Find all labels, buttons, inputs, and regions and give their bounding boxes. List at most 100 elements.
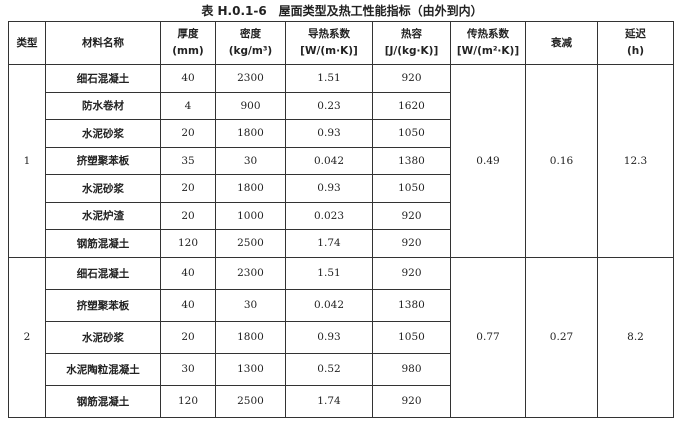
table-cell: 水泥砂浆 <box>45 119 161 148</box>
column-header: 材料名称 <box>45 21 161 65</box>
table-row: 水泥陶粒混凝土 30 1300 0.52 980 <box>9 352 674 386</box>
table-cell: 1800 <box>215 320 286 354</box>
table-cell: 水泥砂浆 <box>45 174 161 203</box>
header-text: 导热系数 <box>308 28 350 40</box>
table-cell: 钢筋混凝土 <box>45 229 161 258</box>
table-cell: 1.51 <box>285 64 373 93</box>
column-header: 热容 [J/(kg·K)] <box>372 21 451 65</box>
table-cell: 2 <box>8 256 46 418</box>
table-row: 水泥砂浆 20 1800 0.93 1050 <box>9 320 674 354</box>
table-cell: 防水卷材 <box>45 91 161 120</box>
header-text: (mm) <box>172 45 204 57</box>
table-cell: 2300 <box>215 64 286 93</box>
table-cell: 0.93 <box>285 119 373 148</box>
table-cell: 0.042 <box>285 146 373 175</box>
table-cell: 2500 <box>215 384 286 418</box>
table-cell: 35 <box>160 146 216 175</box>
table-cell: 920 <box>372 229 451 258</box>
table-cell: 40 <box>160 64 216 93</box>
column-header: 延迟 (h) <box>597 21 674 65</box>
table-cell: 120 <box>160 384 216 418</box>
table-cell: 20 <box>160 201 216 230</box>
header-text: 衰减 <box>551 36 572 49</box>
table-cell: 8.2 <box>597 256 674 418</box>
table-cell: 12.3 <box>597 64 674 258</box>
header-text: 传热系数 <box>467 28 509 40</box>
table-cell: 1.74 <box>285 229 373 258</box>
table-cell: 0.93 <box>285 174 373 203</box>
table-cell: 40 <box>160 256 216 290</box>
table-cell: 20 <box>160 174 216 203</box>
table-cell: 1050 <box>372 119 451 148</box>
table-row: 1 细石混凝土 40 2300 1.51 920 0.49 0.16 12.3 <box>8 64 674 258</box>
header-text: 类型 <box>16 36 38 49</box>
table-cell: 细石混凝土 <box>45 256 161 290</box>
table-cell: 30 <box>160 352 216 386</box>
table-cell: 920 <box>372 256 451 290</box>
table-row: 2 细石混凝土 40 2300 1.51 920 0.77 0.27 8.2 <box>8 256 674 418</box>
table-cell: 0.77 <box>450 256 526 418</box>
table-cell: 1000 <box>215 201 286 230</box>
table-cell: 1380 <box>372 288 451 322</box>
table-cell: 980 <box>372 352 451 386</box>
table-row: 水泥砂浆 20 1800 0.93 1050 <box>9 174 674 203</box>
header-text: 材料名称 <box>82 36 124 49</box>
table-row: 水泥砂浆 20 1800 0.93 1050 <box>9 119 674 148</box>
table-cell: 0.93 <box>285 320 373 354</box>
header-text: 厚度 <box>177 28 199 40</box>
table-cell: 30 <box>215 288 286 322</box>
table-cell: 1.51 <box>285 256 373 290</box>
table-cell: 920 <box>372 64 451 93</box>
header-text: [J/(kg·K)] <box>384 45 439 57</box>
column-header: 衰减 <box>525 21 598 65</box>
table-cell: 0.52 <box>285 352 373 386</box>
table-cell: 920 <box>372 384 451 418</box>
roof-thermal-table: 类型 材料名称 厚度 (mm) 密度 (kg/m³) 导热系数 [W/(m·K)] 热容 [J/(… <box>8 21 674 418</box>
table-cell: 2300 <box>215 256 286 290</box>
header-text: [W/(m²·K)] <box>456 45 520 57</box>
header-text: 密度 <box>240 28 261 40</box>
table-cell: 0.23 <box>285 91 373 120</box>
table-row: 挤塑聚苯板 35 30 0.042 1380 <box>9 146 674 175</box>
table-cell: 0.16 <box>525 64 598 258</box>
table-cell: 0.023 <box>285 201 373 230</box>
table-cell: 1.74 <box>285 384 373 418</box>
table-cell: 挤塑聚苯板 <box>45 288 161 322</box>
table-cell: 1 <box>8 64 46 258</box>
table-cell: 0.042 <box>285 288 373 322</box>
table-row: 钢筋混凝土 120 2500 1.74 920 <box>9 384 674 418</box>
table-cell: 水泥陶粒混凝土 <box>45 352 161 386</box>
table-cell: 20 <box>160 119 216 148</box>
column-header: 厚度 (mm) <box>160 21 216 65</box>
table-cell: 1050 <box>372 320 451 354</box>
table-cell: 细石混凝土 <box>45 64 161 93</box>
table-cell: 0.27 <box>525 256 598 418</box>
table-cell: 1380 <box>372 146 451 175</box>
table-cell: 1050 <box>372 174 451 203</box>
column-header: 密度 (kg/m³) <box>215 21 286 65</box>
table-cell: 2500 <box>215 229 286 258</box>
table-cell: 4 <box>160 91 216 120</box>
table-cell: 1300 <box>215 352 286 386</box>
header-text: [W/(m·K)] <box>300 45 358 57</box>
table-cell: 0.49 <box>450 64 526 258</box>
header-text: (kg/m³) <box>228 45 273 57</box>
table-cell: 1620 <box>372 91 451 120</box>
table-cell: 30 <box>215 146 286 175</box>
column-header: 导热系数 [W/(m·K)] <box>285 21 373 65</box>
table-cell: 120 <box>160 229 216 258</box>
table-cell: 20 <box>160 320 216 354</box>
table-cell: 40 <box>160 288 216 322</box>
table-cell: 920 <box>372 201 451 230</box>
header-text: 热容 <box>401 28 422 40</box>
table-cell: 1800 <box>215 119 286 148</box>
table-cell: 1800 <box>215 174 286 203</box>
column-header: 类型 <box>8 21 46 65</box>
header-text: 延迟 <box>625 28 646 40</box>
table-cell: 900 <box>215 91 286 120</box>
table-cell: 水泥炉渣 <box>45 201 161 230</box>
table-cell: 钢筋混凝土 <box>45 384 161 418</box>
header-text: (h) <box>626 45 645 57</box>
table-title: 表 H.0.1-6 屋面类型及热工性能指标（由外到内） <box>201 4 483 18</box>
table-cell: 水泥砂浆 <box>45 320 161 354</box>
